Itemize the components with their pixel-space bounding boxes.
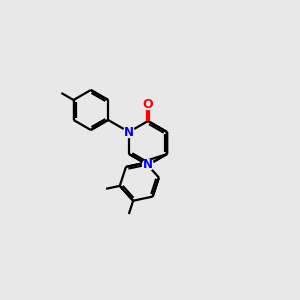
Text: O: O: [143, 98, 153, 110]
Circle shape: [142, 98, 154, 110]
Circle shape: [123, 127, 134, 137]
Circle shape: [142, 160, 154, 170]
Text: N: N: [124, 125, 134, 139]
Text: N: N: [143, 158, 153, 172]
